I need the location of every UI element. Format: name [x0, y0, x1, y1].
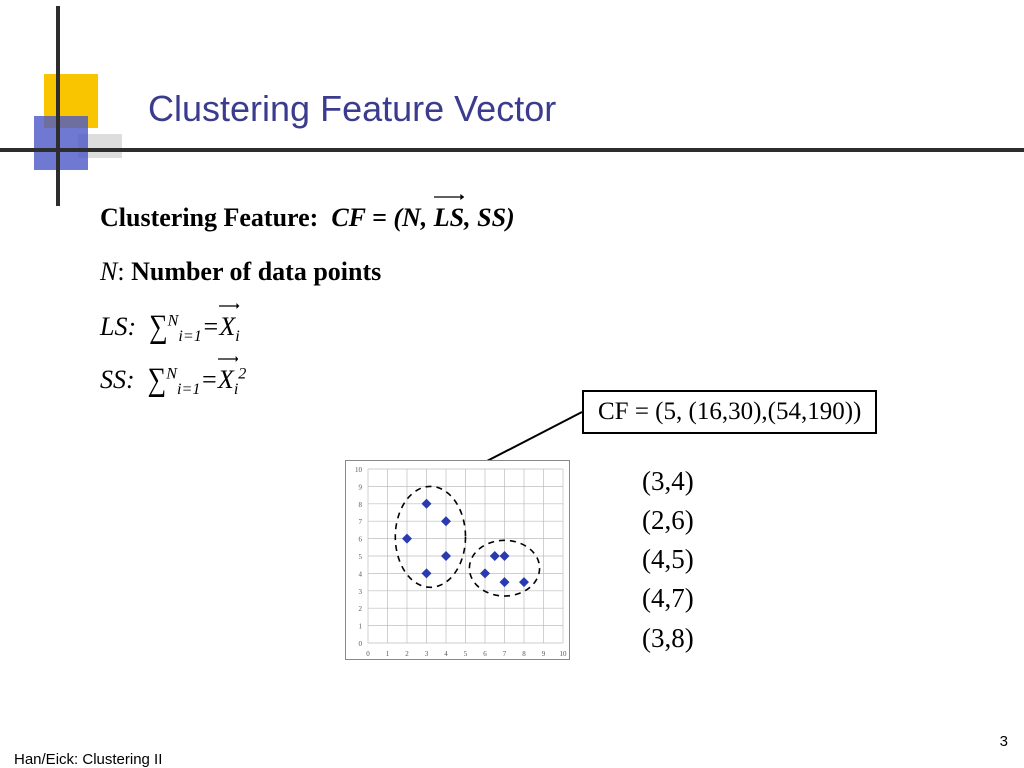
- svg-text:9: 9: [542, 650, 546, 658]
- definition-label: Clustering Feature:: [100, 203, 318, 232]
- svg-text:8: 8: [359, 501, 363, 509]
- point-2: (4,5): [642, 540, 694, 579]
- point-1: (2,6): [642, 501, 694, 540]
- data-points-list: (3,4) (2,6) (4,5) (4,7) (3,8): [642, 462, 694, 658]
- point-3: (4,7): [642, 579, 694, 618]
- svg-text:3: 3: [425, 650, 429, 658]
- svg-text:9: 9: [359, 483, 363, 491]
- page-number: 3: [1000, 733, 1008, 750]
- svg-text:4: 4: [359, 570, 363, 578]
- footer-text: Han/Eick: Clustering II: [14, 751, 162, 768]
- point-4: (3,8): [642, 619, 694, 658]
- svg-text:7: 7: [503, 650, 507, 658]
- svg-text:10: 10: [355, 466, 363, 474]
- svg-text:4: 4: [444, 650, 448, 658]
- svg-text:6: 6: [483, 650, 487, 658]
- svg-text:5: 5: [464, 650, 468, 658]
- svg-text:6: 6: [359, 536, 363, 544]
- svg-text:2: 2: [405, 650, 409, 658]
- svg-text:3: 3: [359, 588, 363, 596]
- svg-text:2: 2: [359, 605, 363, 613]
- ls-row: LS: ∑Ni=1=Xi: [100, 307, 515, 350]
- svg-text:7: 7: [359, 518, 363, 526]
- svg-text:5: 5: [359, 553, 363, 561]
- svg-text:0: 0: [359, 640, 363, 648]
- n-row: N: Number of data points: [100, 252, 515, 292]
- ss-row: SS: ∑Ni=1=Xi2: [100, 360, 515, 403]
- scatter-chart: 0 1 2 3 4 5 6 7 8 9 10 0 1 2 3 4 5 6 7 8 9 10: [345, 460, 570, 660]
- content-block: Clustering Feature: CF = (N, LS, SS) N: …: [100, 198, 515, 409]
- svg-text:1: 1: [359, 623, 363, 631]
- svg-text:1: 1: [386, 650, 390, 658]
- definition-row: Clustering Feature: CF = (N, LS, SS): [100, 198, 515, 238]
- svg-text:0: 0: [366, 650, 370, 658]
- svg-text:10: 10: [560, 650, 568, 658]
- svg-text:8: 8: [522, 650, 526, 658]
- cf-result-box: CF = (5, (16,30),(54,190)): [582, 390, 877, 434]
- point-0: (3,4): [642, 462, 694, 501]
- slide-title: Clustering Feature Vector: [148, 88, 556, 130]
